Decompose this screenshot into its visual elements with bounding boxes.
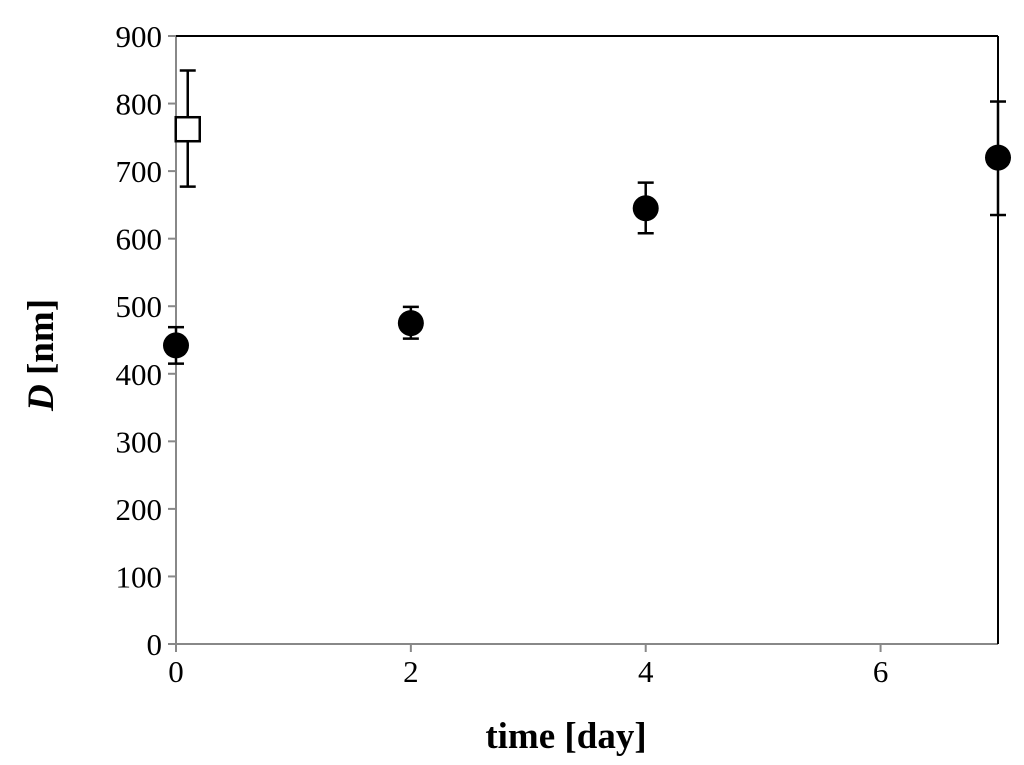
y-tick-label: 300 <box>116 424 163 459</box>
y-tick-label: 400 <box>116 357 163 392</box>
x-tick-label: 0 <box>168 654 184 689</box>
x-tick-label: 6 <box>873 654 889 689</box>
x-axis-title: time [day] <box>485 716 646 757</box>
y-tick-label: 800 <box>116 87 163 122</box>
y-axis-title: D [nm] <box>21 299 62 412</box>
data-point-circle <box>397 310 424 337</box>
x-tick-label: 2 <box>403 654 419 689</box>
y-tick-label: 900 <box>116 19 163 54</box>
y-tick-label: 700 <box>116 154 163 189</box>
data-point-square <box>174 115 201 143</box>
data-point-circle <box>632 195 659 222</box>
y-tick-label: 600 <box>116 222 163 257</box>
marks-group <box>163 69 1011 365</box>
y-tick-label: 500 <box>116 289 163 324</box>
data-point-circle <box>985 144 1011 171</box>
y-tick-label: 0 <box>147 627 163 662</box>
x-tick-label: 4 <box>638 654 654 689</box>
ticks-group: 0 100 200 300 400 500 600 700 800 900 0 2 4 6 <box>116 19 889 689</box>
y-tick-label: 100 <box>116 559 163 594</box>
y-axis-title-rest: [nm] <box>21 299 62 384</box>
data-point-circle <box>163 332 189 359</box>
y-axis-title-italic: D <box>21 384 62 412</box>
y-tick-label: 200 <box>116 492 163 527</box>
